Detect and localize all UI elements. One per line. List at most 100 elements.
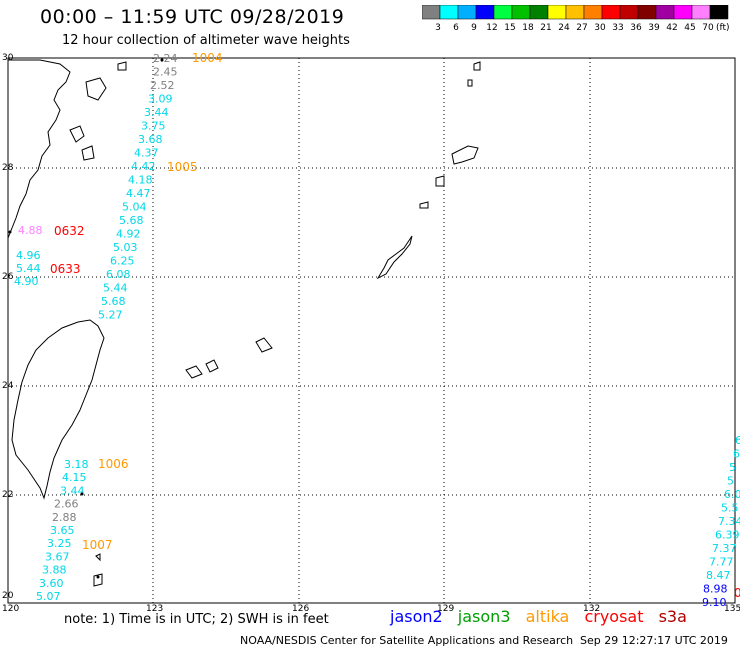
track4-swh-value: 6.39 [715,529,740,542]
track4-swh-value: 7.34 [718,515,740,528]
track2-swh-value: 4.88 [18,224,43,237]
scale-swatch [709,5,729,20]
scale-label: 6 [453,23,459,33]
lat-label-26: 26 [2,272,14,282]
legend-s3a: s3a [658,607,687,626]
track4-swh-value: 5 [729,461,736,474]
track1-swh-value: 3.68 [138,133,163,146]
track-marker [8,230,12,234]
track2-swh-value: 4.96 [16,249,41,262]
okinawa-coastline [376,235,413,280]
lat-label-24: 24 [2,381,14,391]
legend-jason2: jason2 [390,607,443,626]
legend-jason3: jason3 [457,607,511,626]
track4-time-label: 0 [734,586,740,600]
track3-swh-value: 4.15 [62,471,87,484]
track1-swh-value: 6.08 [106,268,131,281]
china-coastline [7,59,71,239]
generated-timestamp: Sep 29 12:27:17 UTC 2019 [580,634,728,647]
track1-swh-value: 3.44 [144,106,169,119]
track1-swh-value: 4.37 [134,147,159,160]
amami-coastline [451,145,479,165]
scale-label: 3 [435,23,441,33]
track3-swh-value: 3.88 [42,564,67,577]
scale-label: 18 [522,23,534,33]
track4-swh-value: 6 [735,434,740,447]
scale-label: 21 [540,23,551,33]
lon-label-123: 123 [146,604,164,614]
lon-label-126: 126 [292,604,310,614]
lat-label-20: 20 [2,591,14,601]
track1-swh-value: 6.25 [110,255,135,268]
track3-time-label: 1006 [98,457,129,471]
track1-swh-value: 4.47 [126,187,151,200]
color-scale: 3 6 9 12 15 18 21 24 27 30 33 36 39 42 45 70 (ft) [422,5,730,33]
legend-cryosat: cryosat [584,607,644,626]
track1-swh-value: 5.44 [103,282,128,295]
scale-label: 36 [630,23,642,33]
credit-line: NOAA/NESDIS Center for Satellite Applica… [240,634,574,647]
track1-swh-value: 2.52 [150,79,175,92]
track3-swh-value: 3.60 [39,577,64,590]
satellite-legend: jason2 jason3 altika cryosat s3a [390,607,697,626]
track1-swh-value: 4.18 [128,174,153,187]
track-marker [96,575,100,579]
track3-swh-value: 3.67 [45,550,70,563]
lon-label-120: 120 [2,604,20,614]
track4-swh-value: 6 [733,448,740,461]
track4-swh-value: 5.5 [721,502,739,515]
track1-swh-value: 3.75 [141,120,166,133]
lon-label-135: 135 [724,604,740,614]
track1-time-label: 1004 [192,51,223,65]
track3-swh-value: 3.25 [47,537,72,550]
track-marker [160,58,164,62]
scale-label: 27 [576,23,587,33]
track2-time-label: 0632 [54,224,85,238]
altimeter-tracks: 2.242.452.523.093.443.753.684.374.424.18… [8,51,740,609]
track1-time-label: 1005 [167,160,198,174]
track1-swh-value: 5.68 [101,295,126,308]
track4-swh-value: 8.47 [706,569,731,582]
ishigaki-coastline [185,365,203,379]
track3-swh-value: 3.65 [50,524,75,537]
track3-swh-value: 3.18 [64,458,89,471]
track1-swh-value: 2.45 [153,66,178,79]
track1-swh-value: 3.09 [148,93,173,106]
track4-swh-value: 7.77 [709,556,734,569]
scale-label: 39 [648,23,660,33]
scale-label: 70 [702,23,714,33]
chart-title: 00:00 – 11:59 UTC 09/28/2019 [40,6,345,28]
scale-label: 45 [684,23,695,33]
track1-swh-value: 5.27 [98,309,123,322]
track3-swh-value: 5.07 [36,590,61,603]
chart-subtitle: 12 hour collection of altimeter wave hei… [62,33,350,48]
lat-label-30: 30 [2,53,14,63]
track2-swh-value: 4.90 [14,275,39,288]
scale-label: 9 [471,23,477,33]
track1-swh-value: 5.03 [113,241,138,254]
track3-time-label: 1007 [82,538,113,552]
scale-label: 24 [558,23,570,33]
lon-label-132: 132 [583,604,601,614]
lon-label-129: 129 [437,604,455,614]
track1-swh-value: 2.24 [153,52,178,65]
track1-swh-value: 5.68 [119,214,144,227]
lat-label-28: 28 [2,163,14,173]
lat-label-22: 22 [2,490,14,500]
track1-swh-value: 5.04 [122,201,147,214]
track4-swh-value: 6.0 [724,488,740,501]
track3-swh-value: 2.88 [52,511,77,524]
scale-label: 42 [666,23,677,33]
scale-unit: (ft) [716,23,730,33]
track3-swh-value: 3.44 [60,484,85,497]
scale-label: 12 [486,23,497,33]
miyako-coastline [255,337,273,353]
track3-swh-value: 2.66 [54,498,79,511]
track2-swh-value: 5.44 [16,262,41,275]
track-marker [80,492,84,496]
legend-altika: altika [525,607,570,626]
footnote: note: 1) Time is in UTC; 2) SWH is in fe… [64,612,329,627]
scale-label: 15 [504,23,515,33]
track4-swh-value: 8.98 [703,583,728,596]
